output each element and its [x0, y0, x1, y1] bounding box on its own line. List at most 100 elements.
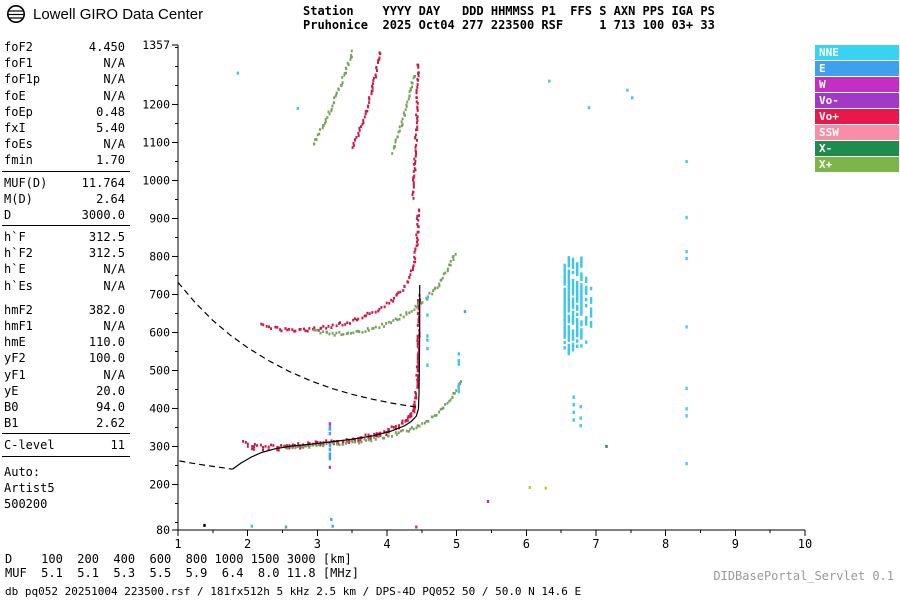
station-header: Station YYYY DAY DDD HHMMSS P1 FFS S AXN…: [303, 4, 715, 32]
param-name: h`E: [4, 262, 26, 277]
param-name: yF1: [4, 367, 26, 382]
svg-text:4: 4: [383, 537, 390, 551]
param-value: 11: [110, 438, 125, 453]
trace-x-trace-1st-hop: [282, 380, 463, 450]
param-row-yf2: yF2 100.0: [2, 350, 130, 366]
param-row-mufd: MUF(D) 11.764: [2, 175, 130, 191]
d-row: D 100 200 400 600 800 1000 1500 3000 [km…: [5, 552, 352, 566]
param-row-fof2: foF2 4.450: [2, 39, 130, 55]
param-row-hmf2: hmF2 382.0: [2, 302, 130, 318]
param-name: h`F: [4, 230, 26, 245]
svg-text:2: 2: [244, 537, 251, 551]
param-value: 2.64: [96, 191, 125, 206]
param-row-b1: B1 2.62: [2, 415, 130, 431]
param-name: foF1p: [4, 72, 41, 87]
param-value: 312.5: [88, 230, 125, 245]
param-name: hmF2: [4, 302, 33, 317]
servlet-version: DIDBasePortal_Servlet 0.1: [713, 569, 894, 583]
legend-item-x: X-: [815, 141, 899, 156]
param-name: hmF1: [4, 319, 33, 333]
param-name: h`F2: [4, 246, 33, 261]
param-value: N/A: [103, 88, 125, 103]
param-value: 100.0: [88, 351, 125, 366]
param-name: yF2: [4, 351, 26, 366]
lowell-giro-brand-link[interactable]: Lowell GIRO Data Center: [6, 4, 203, 24]
param-value: N/A: [103, 137, 125, 152]
svg-text:500: 500: [149, 363, 170, 377]
echo-traces: [242, 49, 463, 452]
param-row-yf1: yF1 N/A: [2, 367, 130, 383]
trace-o-trace-1st-hop: [242, 294, 421, 452]
param-row-hmf1: hmF1 N/A: [2, 318, 130, 334]
trace-o-trace-2nd-hop: [260, 208, 421, 333]
interference-columns: [328, 215, 688, 466]
muf-transmission-curve: [177, 282, 419, 408]
param-name: foE: [4, 88, 26, 103]
plot-axes: [172, 44, 806, 536]
muf-row: MUF 5.1 5.1 5.3 5.5 5.9 6.4 8.0 11.8 [MH…: [5, 565, 360, 580]
param-name: hmE: [4, 335, 26, 350]
panel-separator: [2, 433, 130, 435]
true-height-profile: [231, 285, 421, 470]
noise-points: [203, 71, 688, 529]
param-value: 20.0: [96, 383, 125, 398]
param-value: 5.40: [96, 120, 125, 135]
param-value: N/A: [103, 72, 125, 87]
param-row-foep: foEp 0.48: [2, 104, 130, 120]
param-name: yE: [4, 383, 19, 398]
svg-text:9: 9: [732, 537, 739, 551]
auto-line: 500200: [4, 496, 48, 511]
param-name: foEs: [4, 137, 33, 152]
svg-text:400: 400: [149, 401, 170, 415]
legend-item-w: W: [815, 77, 899, 92]
svg-text:5: 5: [453, 537, 460, 551]
svg-text:1200: 1200: [142, 98, 170, 112]
station-values-row: Pruhonice 2025 Oct04 277 223500 RSF 1 71…: [303, 17, 715, 32]
param-value: N/A: [103, 262, 125, 277]
param-row-d: D 3000.0: [2, 207, 130, 223]
param-value: 2.62: [96, 416, 125, 431]
svg-text:800: 800: [149, 250, 170, 264]
param-value: 312.5: [88, 246, 125, 261]
param-value: 0.48: [96, 104, 125, 119]
param-row-fmin: fmin 1.70: [2, 152, 130, 168]
svg-text:200: 200: [149, 477, 170, 491]
legend-item-ssw: SSW: [815, 125, 899, 140]
legend-item-e: E: [815, 61, 899, 76]
svg-text:7: 7: [592, 537, 599, 551]
param-row-fof1: foF1 N/A: [2, 55, 130, 71]
svg-text:300: 300: [149, 439, 170, 453]
auto-line: Auto:: [4, 464, 41, 479]
param-row-hme: hmE 110.0: [2, 334, 130, 350]
param-name: C-level: [4, 438, 55, 453]
param-row-hf: h`F 312.5: [2, 229, 130, 245]
svg-text:600: 600: [149, 326, 170, 340]
param-value: N/A: [103, 319, 125, 333]
param-row-foe: foE N/A: [2, 88, 130, 104]
svg-text:1000: 1000: [142, 174, 170, 188]
trace-x-trace-3rd-hop-arc: [313, 49, 353, 146]
param-row-hes: h`Es N/A: [2, 278, 130, 294]
svg-text:900: 900: [149, 212, 170, 226]
legend-item-nne: NNE: [815, 45, 899, 60]
param-row-he: h`E N/A: [2, 261, 130, 277]
trace-o-trace-3rd-hop-asymptote: [411, 63, 420, 200]
d-muf-table: D 100 200 400 600 800 1000 1500 3000 [km…: [5, 552, 360, 580]
station-header-row: Station YYYY DAY DDD HHMMSS P1 FFS S AXN…: [303, 4, 715, 18]
auto-line: Artist5: [4, 480, 55, 495]
param-value: N/A: [103, 56, 125, 71]
legend-item-vo: Vo+: [815, 109, 899, 124]
param-name: foEp: [4, 104, 33, 119]
svg-text:700: 700: [149, 288, 170, 302]
svg-text:1100: 1100: [142, 136, 170, 150]
param-name: B1: [4, 416, 19, 431]
svg-text:8: 8: [662, 537, 669, 551]
param-value: 11.764: [81, 175, 125, 190]
trace-o-trace-3rd-hop-arc: [351, 51, 382, 149]
param-name: B0: [4, 399, 19, 414]
param-value: N/A: [103, 367, 125, 382]
brand-text: Lowell GIRO Data Center: [33, 5, 204, 23]
param-row-b0: B0 94.0: [2, 399, 130, 415]
